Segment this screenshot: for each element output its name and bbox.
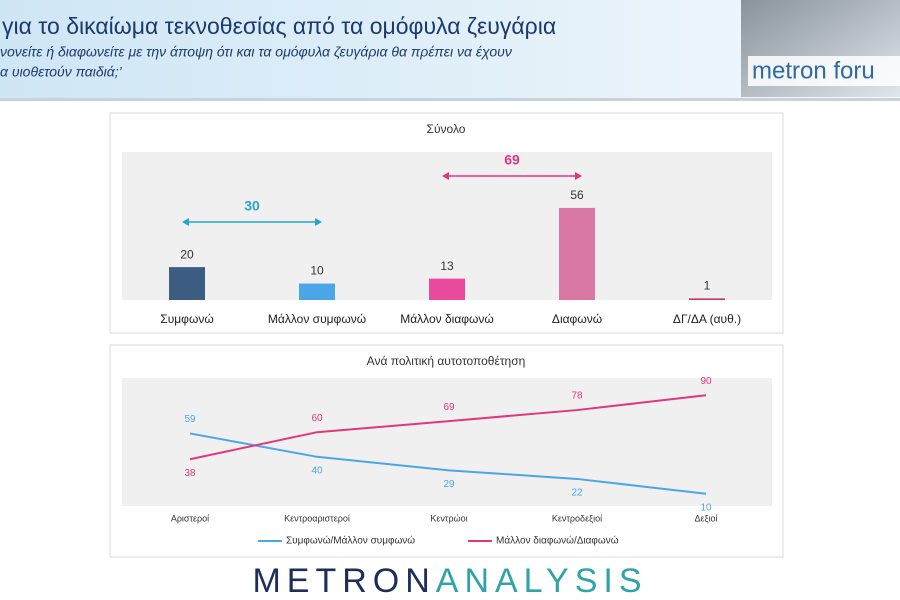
header-rule <box>0 98 900 101</box>
x-tick-label: Αριστεροί <box>171 513 209 523</box>
value-label: 1 <box>704 279 711 293</box>
line <box>189 394 707 461</box>
chart-title: Σύνολο <box>427 122 466 136</box>
brand-part: METRON <box>252 562 435 600</box>
value-label: 40 <box>311 465 323 476</box>
header-subtitle: νονείτε ή διαφωνείτε με την άποψη ότι κα… <box>0 44 512 60</box>
x-tick-label: Κεντροδεξιοί <box>552 513 602 523</box>
brand-part: ANALYSIS <box>436 562 648 600</box>
value-label: 29 <box>443 479 455 490</box>
legend-label: Μάλλον διαφωνώ/Διαφωνώ <box>496 535 619 547</box>
value-label: 60 <box>311 413 323 424</box>
bar <box>689 298 725 300</box>
value-label: 69 <box>443 402 455 413</box>
footer-brand: METRONANALYSIS <box>252 562 647 600</box>
header-subtitle: α υιοθετούν παιδιά;’ <box>0 64 123 80</box>
chart-title: Ανά πολιτική αυτοτοποθέτηση <box>367 354 526 368</box>
logo-plate <box>748 56 900 86</box>
x-tick-label: Διαφωνώ <box>552 312 602 326</box>
value-label: 78 <box>571 391 583 402</box>
line <box>189 432 707 495</box>
annotation-label: 30 <box>244 198 260 214</box>
bar <box>169 267 205 300</box>
bar <box>429 278 465 300</box>
value-label: 13 <box>440 259 454 273</box>
x-tick-label: Συμφωνώ <box>160 312 213 326</box>
x-tick-label: ΔΓ/ΔΑ (αυθ.) <box>673 312 741 326</box>
header-title: για το δικαίωμα τεκνοθεσίας από τα ομόφυ… <box>2 13 556 39</box>
value-label: 10 <box>310 264 324 278</box>
x-tick-label: Δεξιοί <box>694 513 717 523</box>
value-label: 10 <box>700 502 712 513</box>
legend-label: Συμφωνώ/Μάλλον συμφωνώ <box>286 535 415 547</box>
x-tick-label: Κεντρώοι <box>430 513 467 523</box>
x-tick-label: Μάλλον διαφωνώ <box>400 312 494 326</box>
value-label: 56 <box>570 188 584 202</box>
bar <box>299 283 335 300</box>
x-tick-label: Κεντροαριστεροί <box>284 513 350 523</box>
value-label: 22 <box>571 488 583 499</box>
value-label: 38 <box>184 468 196 479</box>
annotation-label: 69 <box>504 152 520 168</box>
logo-text: metron foru <box>752 57 875 84</box>
bar <box>559 207 595 300</box>
value-label: 59 <box>184 414 196 425</box>
x-tick-label: Μάλλον συμφωνώ <box>268 312 366 326</box>
value-label: 90 <box>700 376 712 387</box>
value-label: 20 <box>180 247 194 261</box>
